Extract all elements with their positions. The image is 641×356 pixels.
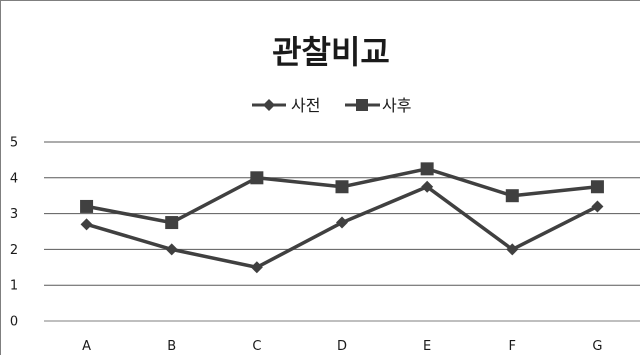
- chart-title: 관찰비교: [272, 33, 390, 71]
- x-axis: A B C D E F G: [82, 339, 602, 354]
- data-point: [80, 218, 93, 231]
- data-point: [80, 199, 94, 213]
- y-axis: 0 1 2 3 4 5: [10, 136, 18, 330]
- x-tick-label: B: [167, 339, 176, 354]
- series-layer: [80, 162, 604, 274]
- legend-item-pre: 사전: [252, 96, 320, 115]
- x-tick-label: A: [82, 339, 91, 354]
- legend-label-pre: 사전: [291, 96, 320, 115]
- data-point: [250, 171, 264, 185]
- data-point: [505, 189, 519, 203]
- y-tick-label: 5: [10, 136, 18, 151]
- y-tick-label: 2: [10, 243, 18, 258]
- legend-marker-pre: [263, 99, 275, 111]
- x-tick-label: D: [337, 339, 347, 354]
- legend-label-post: 사후: [382, 96, 411, 115]
- y-tick-label: 1: [10, 279, 18, 294]
- data-point: [506, 243, 519, 256]
- data-point: [420, 162, 434, 176]
- data-point: [335, 180, 349, 194]
- data-point: [250, 261, 263, 274]
- legend-item-post: 사후: [345, 96, 411, 115]
- chart-legend: 사전 사후: [252, 96, 411, 115]
- data-point: [591, 200, 604, 213]
- y-tick-label: 0: [10, 315, 18, 330]
- data-point: [336, 216, 348, 229]
- data-point: [421, 180, 434, 193]
- chart-grid: [44, 141, 640, 322]
- x-tick-label: C: [252, 339, 261, 354]
- data-point: [165, 243, 178, 256]
- data-point: [590, 180, 604, 194]
- data-point: [165, 216, 179, 230]
- x-tick-label: F: [509, 339, 516, 354]
- x-tick-label: G: [592, 339, 602, 354]
- x-tick-label: E: [423, 339, 431, 354]
- y-tick-label: 3: [10, 207, 18, 222]
- legend-marker-post: [356, 99, 368, 111]
- series-line: [86, 167, 598, 225]
- y-tick-label: 4: [10, 171, 18, 186]
